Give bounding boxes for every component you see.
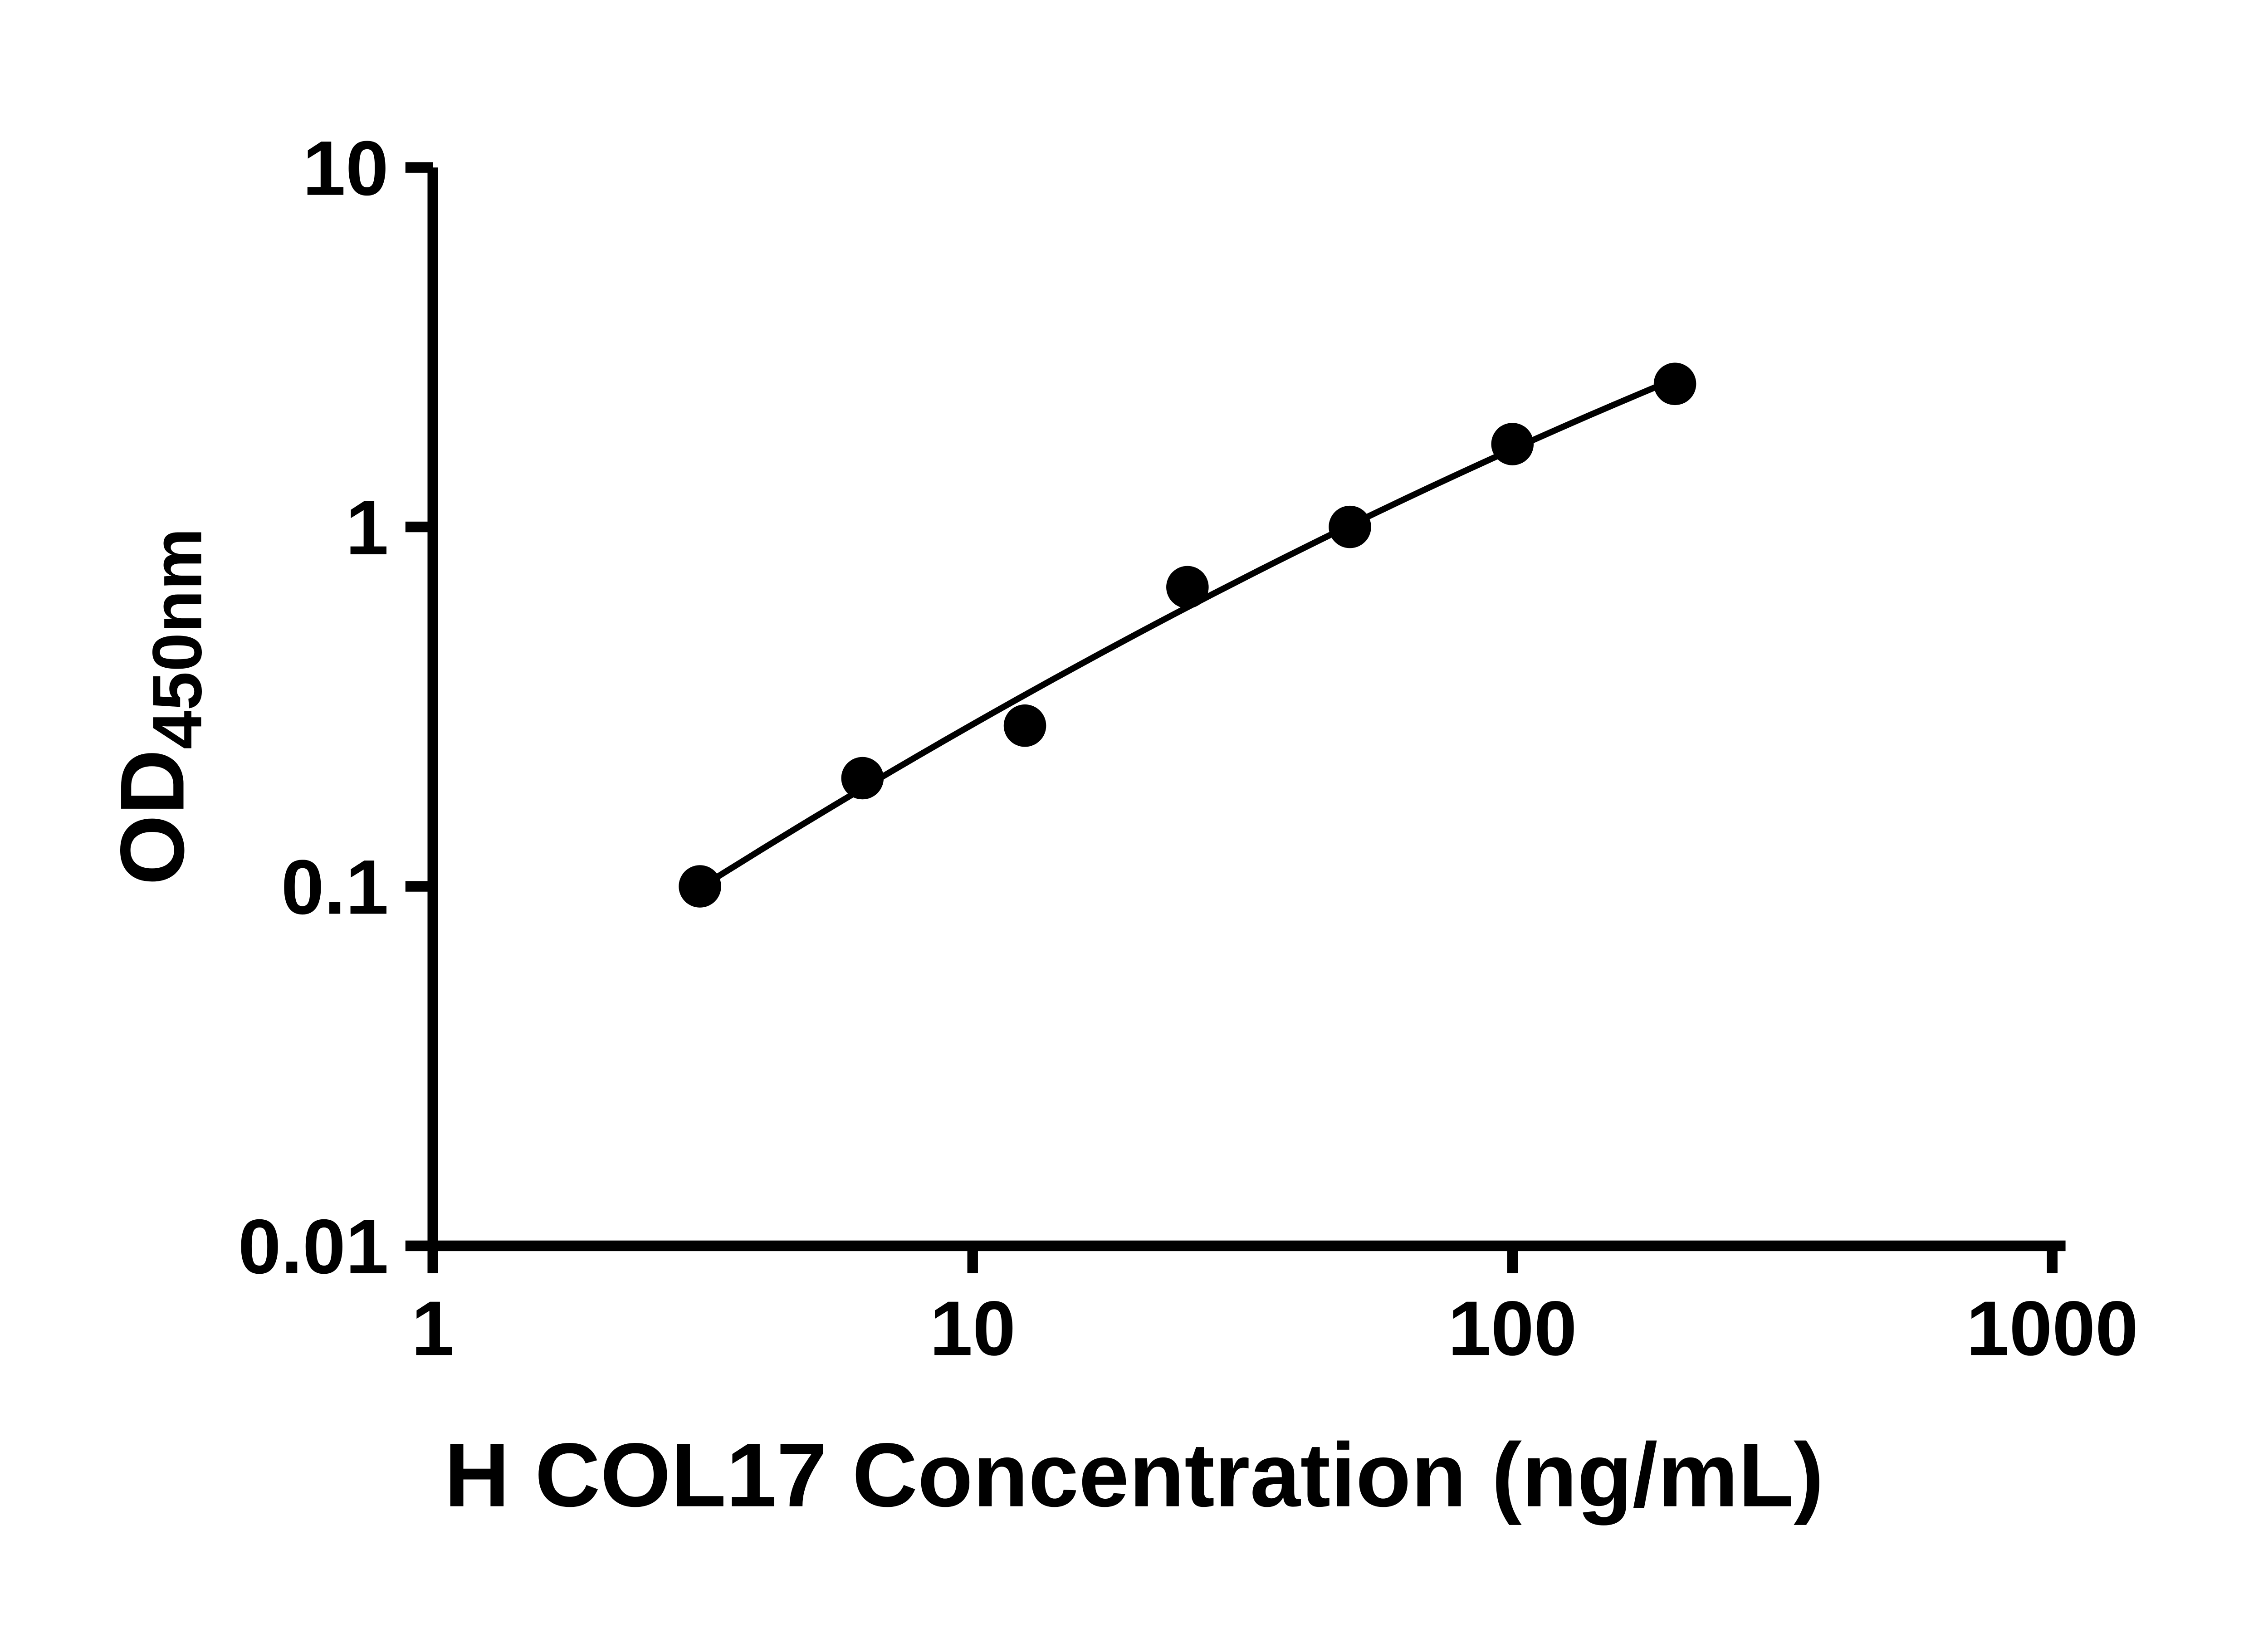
data-point — [1166, 566, 1209, 609]
data-point — [1329, 505, 1371, 548]
x-tick-label: 100 — [1448, 1286, 1577, 1372]
axes-spine — [427, 167, 2066, 1252]
x-axis-title: H COL17 Concentration (ng/mL) — [444, 1424, 1823, 1525]
y-tick-label: 1 — [346, 485, 389, 571]
y-tick-label: 0.01 — [238, 1204, 389, 1290]
x-tick-label: 1000 — [1966, 1286, 2138, 1372]
data-point — [1491, 423, 1534, 465]
x-tick-label: 10 — [929, 1286, 1016, 1372]
x-tick-label: 1 — [411, 1286, 455, 1372]
y-tick-label: 10 — [303, 126, 389, 212]
y-tick-label: 0.1 — [281, 844, 389, 930]
data-point — [841, 757, 884, 800]
data-point — [679, 865, 721, 908]
y-axis-title: OD450nm — [102, 528, 216, 885]
data-point — [1003, 704, 1046, 747]
data-point — [1653, 362, 1696, 406]
